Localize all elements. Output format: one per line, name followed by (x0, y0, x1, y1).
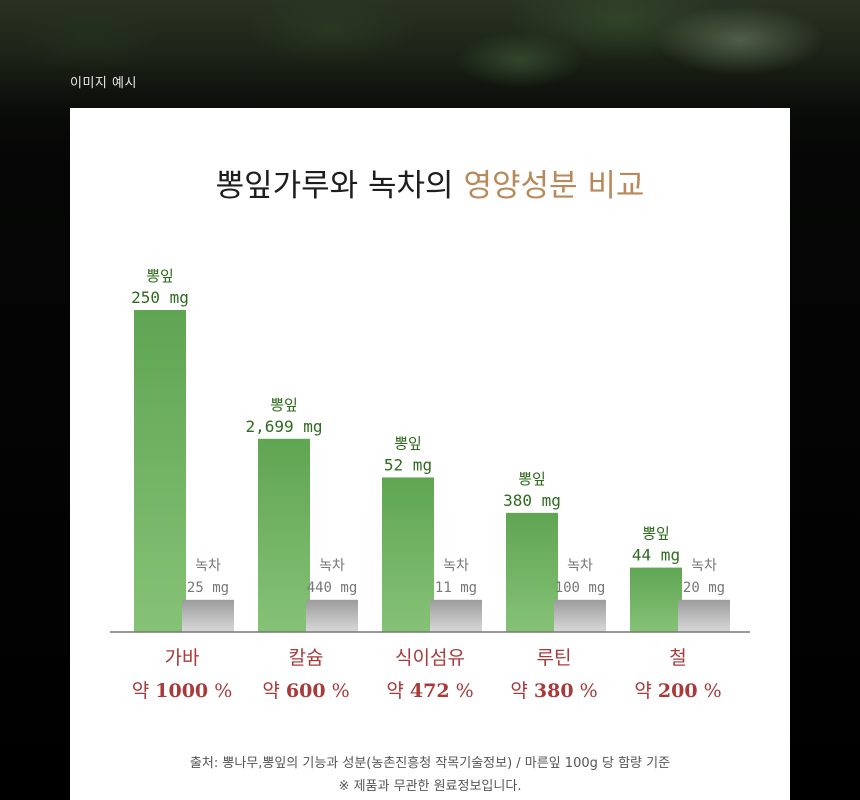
mulberry-bar (134, 310, 186, 632)
mulberry-series-label: 뽕잎 (642, 525, 670, 543)
ratio-label: 약 472 % (386, 680, 473, 702)
green-tea-value-label: 11 mg (435, 580, 477, 596)
mulberry-value-label: 2,699 mg (245, 417, 322, 436)
green-tea-series-label: 녹차 (567, 558, 593, 574)
chart-title: 뽕잎가루와 녹차의 영양성분 비교 (0, 160, 860, 205)
category-label: 철 (669, 647, 686, 669)
green-tea-bar (430, 599, 482, 632)
ratio-label: 약 200 % (634, 680, 721, 702)
category-label: 칼슘 (289, 647, 324, 669)
ratio-label: 약 1000 % (132, 680, 233, 702)
mulberry-value-label: 380 mg (503, 491, 561, 510)
ratio-label: 약 600 % (262, 680, 349, 702)
mulberry-value-label: 44 mg (632, 546, 680, 565)
mulberry-series-label: 뽕잎 (270, 396, 298, 414)
category-label: 식이섬유 (395, 647, 465, 669)
green-tea-bar (182, 599, 234, 632)
green-tea-series-label: 녹차 (195, 558, 221, 574)
green-tea-series-label: 녹차 (443, 558, 469, 574)
content-panel (70, 108, 790, 800)
category-label: 루틴 (537, 647, 572, 669)
image-example-caption: 이미지 예시 (70, 76, 137, 91)
mulberry-value-label: 250 mg (131, 288, 189, 307)
mulberry-bar (258, 438, 310, 632)
title-main: 뽕잎가루와 녹차의 (215, 168, 454, 204)
green-tea-value-label: 25 mg (187, 580, 229, 596)
green-tea-bar (678, 599, 730, 632)
green-tea-value-label: 20 mg (683, 580, 725, 596)
green-tea-bar (554, 599, 606, 632)
mulberry-bar (506, 512, 558, 632)
disclaimer-note: ※ 제품과 무관한 원료정보입니다. (338, 779, 522, 794)
mulberry-series-label: 뽕잎 (394, 434, 422, 452)
mulberry-bar (382, 477, 434, 632)
mulberry-value-label: 52 mg (384, 455, 432, 474)
ratio-label: 약 380 % (510, 680, 597, 702)
green-tea-value-label: 440 mg (307, 580, 358, 596)
mulberry-series-label: 뽕잎 (146, 267, 174, 285)
title-highlight: 영양성분 비교 (463, 168, 645, 204)
source-note: 출처: 뽕나무,뽕잎의 기능과 성분(농촌진흥청 작목기술정보) / 마른잎 1… (189, 756, 671, 771)
mulberry-bar (630, 567, 682, 632)
green-tea-bar (306, 599, 358, 632)
green-tea-series-label: 녹차 (319, 558, 345, 574)
category-label: 가바 (165, 647, 200, 669)
green-tea-value-label: 100 mg (555, 580, 606, 596)
mulberry-series-label: 뽕잎 (518, 470, 546, 488)
green-tea-series-label: 녹차 (691, 558, 717, 574)
